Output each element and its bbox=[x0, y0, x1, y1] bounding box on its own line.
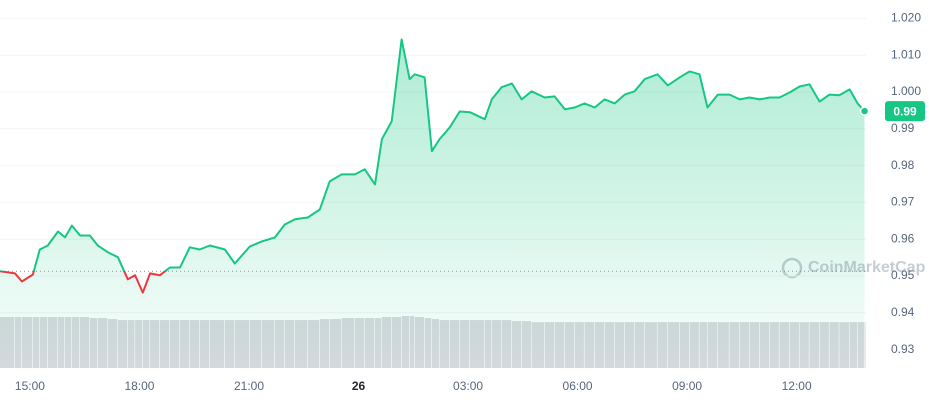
y-tick-label: 0.97 bbox=[891, 195, 915, 209]
y-tick-label: 1.020 bbox=[891, 11, 921, 25]
y-tick-label: 0.99 bbox=[891, 121, 915, 135]
x-tick-label: 21:00 bbox=[234, 379, 264, 393]
price-line bbox=[0, 38, 866, 294]
price-label: 0.99 bbox=[893, 104, 917, 118]
y-tick-label: 0.93 bbox=[891, 342, 915, 356]
y-tick-label: 0.96 bbox=[891, 231, 915, 245]
last-point bbox=[859, 106, 870, 116]
y-tick-label: 1.010 bbox=[891, 47, 921, 61]
price-badge bbox=[885, 101, 925, 122]
y-tick-label: 1.000 bbox=[891, 84, 921, 98]
volume-bar bbox=[864, 322, 866, 368]
x-tick-label: 15:00 bbox=[15, 379, 45, 393]
y-tick-label: 0.98 bbox=[891, 158, 915, 172]
x-tick-label: 06:00 bbox=[563, 379, 593, 393]
y-tick-label: 0.94 bbox=[891, 305, 915, 319]
x-tick-label: 09:00 bbox=[672, 379, 702, 393]
x-tick-label: 03:00 bbox=[453, 379, 483, 393]
price-area bbox=[0, 39, 865, 369]
x-tick-label: 18:00 bbox=[124, 379, 154, 393]
y-tick-label: 0.95 bbox=[891, 268, 915, 282]
x-tick-label: 26 bbox=[352, 379, 366, 393]
x-tick-label: 12:00 bbox=[782, 379, 812, 393]
